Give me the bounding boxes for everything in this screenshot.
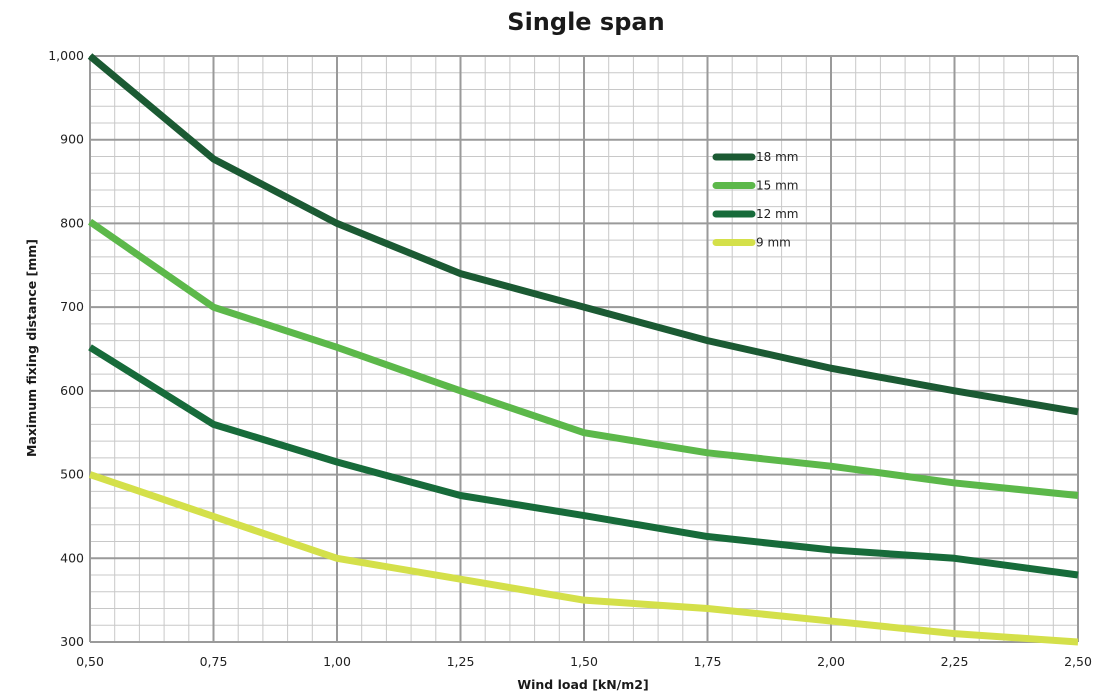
y-tick-label: 300	[60, 634, 84, 649]
series-line-18-mm	[87, 53, 1079, 416]
x-tick-label: 0,50	[76, 654, 104, 669]
series-lines	[87, 53, 1079, 646]
x-tick-label: 2,50	[1064, 654, 1092, 669]
tick-labels: 0,50 0,75 1,00 1,25 1,50 1,75 2,00 2,25 2,50 300 4…	[48, 48, 1092, 669]
legend-label: 18 mm	[756, 150, 798, 164]
chart-title: Single span	[507, 8, 664, 36]
y-tick-label: 700	[60, 299, 84, 314]
x-tick-label: 1,25	[447, 654, 475, 669]
y-tick-label: 500	[60, 467, 84, 482]
y-tick-label: 900	[60, 132, 84, 147]
x-axis-label: Wind load [kN/m2]	[517, 677, 648, 692]
series-line-12-mm	[88, 344, 1079, 579]
x-tick-label: 0,75	[200, 654, 228, 669]
y-tick-label: 600	[60, 383, 84, 398]
legend: 18 mm 15 mm 12 mm 9 mm	[712, 150, 798, 250]
y-tick-label: 1,000	[48, 48, 84, 63]
y-axis-label: Maximum fixing distance [mm]	[24, 239, 39, 457]
y-tick-label: 800	[60, 215, 84, 230]
x-tick-label: 2,25	[941, 654, 969, 669]
legend-label: 9 mm	[756, 236, 791, 250]
x-tick-label: 1,00	[323, 654, 351, 669]
series-line-15-mm	[88, 218, 1079, 499]
x-tick-label: 1,50	[570, 654, 598, 669]
legend-label: 15 mm	[756, 179, 798, 193]
legend-label: 12 mm	[756, 207, 798, 221]
x-tick-label: 1,75	[694, 654, 722, 669]
series-line-9-mm	[88, 471, 1079, 646]
x-tick-label: 2,00	[817, 654, 845, 669]
y-tick-label: 400	[60, 550, 84, 565]
